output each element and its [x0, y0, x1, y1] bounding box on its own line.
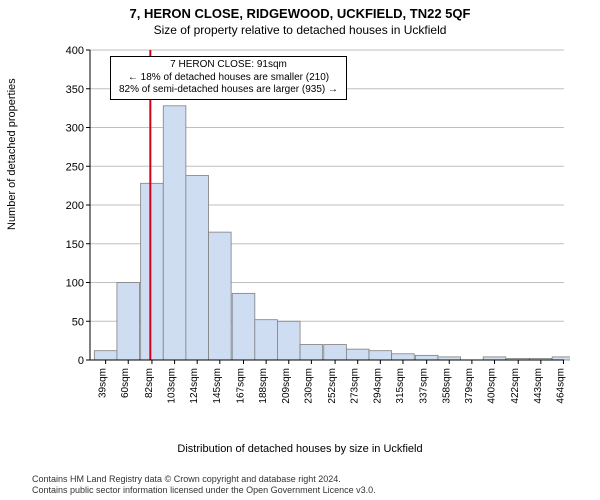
svg-text:358sqm: 358sqm [441, 368, 452, 404]
svg-text:337sqm: 337sqm [419, 368, 430, 404]
svg-text:400sqm: 400sqm [487, 368, 498, 404]
svg-text:294sqm: 294sqm [372, 368, 383, 404]
svg-text:422sqm: 422sqm [510, 368, 521, 404]
svg-text:60sqm: 60sqm [120, 368, 131, 398]
svg-text:82sqm: 82sqm [144, 368, 155, 398]
svg-text:209sqm: 209sqm [281, 368, 292, 404]
footer-line-1: Contains HM Land Registry data © Crown c… [32, 474, 376, 485]
annotation-line-3: 82% of semi-detached houses are larger (… [119, 84, 338, 97]
svg-text:400: 400 [66, 45, 84, 57]
svg-text:350: 350 [66, 84, 84, 96]
svg-text:252sqm: 252sqm [327, 368, 338, 404]
svg-text:379sqm: 379sqm [464, 368, 475, 404]
svg-text:315sqm: 315sqm [395, 368, 406, 404]
annotation-box: 7 HERON CLOSE: 91sqm ← 18% of detached h… [110, 56, 347, 100]
svg-text:230sqm: 230sqm [303, 368, 314, 404]
svg-text:188sqm: 188sqm [258, 368, 269, 404]
svg-text:0: 0 [78, 355, 84, 367]
svg-text:150: 150 [66, 239, 84, 251]
svg-text:250: 250 [66, 161, 84, 173]
svg-text:103sqm: 103sqm [167, 368, 178, 404]
page-subtitle: Size of property relative to detached ho… [0, 21, 600, 37]
y-axis-label: Number of detached properties [6, 78, 18, 230]
page-title: 7, HERON CLOSE, RIDGEWOOD, UCKFIELD, TN2… [0, 0, 600, 21]
annotation-line-2: ← 18% of detached houses are smaller (21… [119, 72, 338, 85]
footer-line-2: Contains public sector information licen… [32, 485, 376, 496]
annotation-line-1: 7 HERON CLOSE: 91sqm [119, 59, 338, 72]
svg-text:50: 50 [72, 316, 84, 328]
x-axis-label: Distribution of detached houses by size … [0, 443, 600, 455]
svg-text:443sqm: 443sqm [533, 368, 544, 404]
svg-text:39sqm: 39sqm [98, 368, 109, 398]
svg-text:145sqm: 145sqm [212, 368, 223, 404]
svg-text:464sqm: 464sqm [555, 368, 566, 404]
svg-text:273sqm: 273sqm [350, 368, 361, 404]
svg-text:167sqm: 167sqm [236, 368, 247, 404]
footer: Contains HM Land Registry data © Crown c… [32, 474, 376, 496]
svg-text:100: 100 [66, 278, 84, 290]
svg-text:300: 300 [66, 123, 84, 135]
svg-text:200: 200 [66, 200, 84, 212]
svg-text:124sqm: 124sqm [189, 368, 200, 404]
